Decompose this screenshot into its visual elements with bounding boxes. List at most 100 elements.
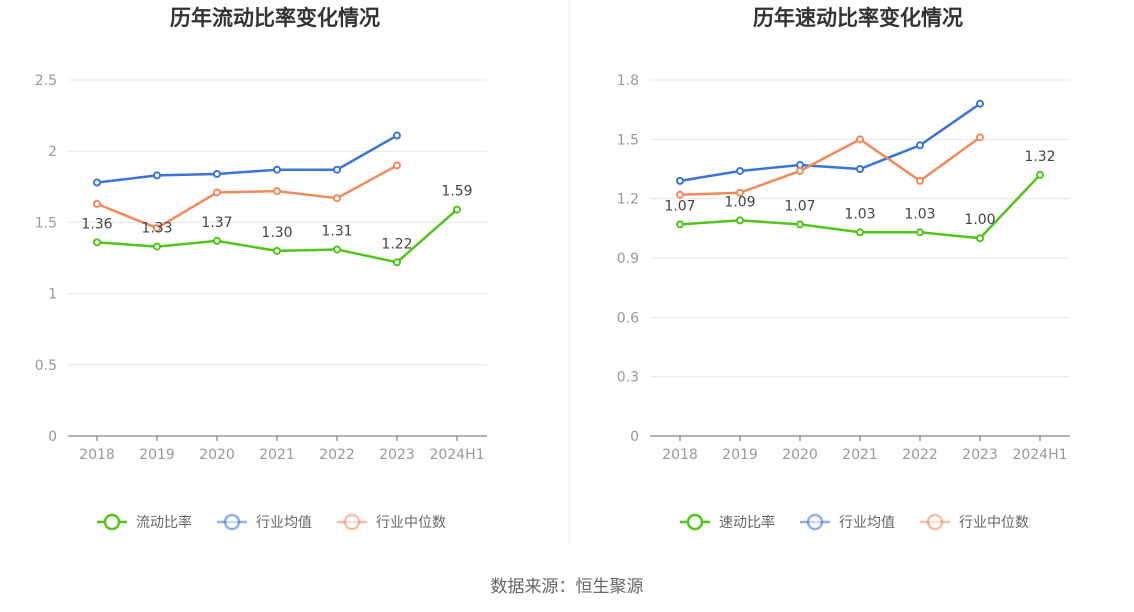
- data-point: [736, 188, 744, 197]
- x-tick-label: 2019: [139, 447, 175, 463]
- data-point: [93, 238, 101, 247]
- x-tick-label: 2023: [962, 447, 998, 463]
- legend-label: 速动比率: [719, 514, 775, 531]
- series-line: [679, 136, 981, 196]
- data-point: [676, 220, 684, 229]
- data-label: 1.31: [321, 223, 352, 239]
- data-point: [976, 99, 984, 108]
- data-point: [213, 188, 221, 197]
- data-point: [153, 171, 161, 180]
- data-point: [796, 166, 804, 175]
- series-line: [96, 134, 398, 184]
- series-line: [679, 102, 981, 183]
- data-label: 1.00: [964, 212, 995, 228]
- y-tick-label: 0: [48, 429, 57, 445]
- data-point: [333, 165, 341, 174]
- y-tick-label: 1.8: [617, 73, 639, 89]
- data-point: [393, 161, 401, 170]
- data-point: [333, 194, 341, 203]
- y-tick-label: 0: [630, 429, 639, 445]
- data-point: [976, 133, 984, 142]
- x-tick-label: 2019: [722, 447, 758, 463]
- y-tick-label: 1.5: [617, 132, 639, 148]
- data-point: [676, 176, 684, 185]
- data-label: 1.32: [1024, 149, 1055, 165]
- y-tick-label: 2.5: [35, 73, 57, 89]
- legend-swatch-marker: [103, 513, 121, 531]
- x-tick-label: 2022: [319, 447, 355, 463]
- data-point: [213, 236, 221, 245]
- data-point: [856, 165, 864, 173]
- data-label: 1.09: [724, 194, 755, 210]
- x-tick-label: 2018: [662, 447, 698, 463]
- data-point: [393, 131, 401, 140]
- data-point: [976, 234, 984, 243]
- data-point: [273, 187, 281, 196]
- data-point: [213, 169, 221, 178]
- data-label: 1.07: [664, 198, 695, 214]
- x-tick-label: 2022: [902, 447, 938, 463]
- data-label: 1.03: [844, 206, 875, 222]
- legend-label: 行业中位数: [959, 515, 1029, 531]
- y-tick-label: 1.2: [617, 192, 639, 208]
- y-tick-label: 1.5: [35, 215, 57, 231]
- data-point: [453, 205, 461, 214]
- legend-swatch-marker: [343, 513, 361, 531]
- data-point: [856, 228, 864, 237]
- x-tick-label: 2021: [842, 447, 878, 463]
- data-point: [736, 166, 744, 175]
- y-tick-label: 2: [48, 144, 57, 160]
- legend-swatch-marker: [806, 513, 824, 531]
- x-tick-label: 2021: [259, 447, 295, 463]
- x-tick-label: 2020: [199, 447, 235, 463]
- data-label: 1.59: [441, 184, 472, 200]
- legend-swatch-marker: [223, 513, 241, 531]
- data-point: [393, 258, 401, 267]
- legend-label: 行业均值: [256, 515, 312, 531]
- x-tick-label: 2024H1: [1012, 447, 1067, 463]
- data-point: [273, 246, 281, 255]
- x-tick-label: 2024H1: [429, 447, 484, 463]
- chart-quick-ratio: 历年速动比率变化情况 0 0.3 0.6 0.9 1.2 1.5 1.8 2018 2019 202…: [617, 6, 1070, 531]
- y-tick-label: 0.3: [617, 370, 639, 386]
- data-point: [153, 224, 161, 233]
- y-tick-label: 0.6: [617, 310, 639, 326]
- source-note: 数据来源：恒生聚源: [490, 577, 644, 597]
- data-point: [333, 245, 341, 254]
- legend-swatch-marker: [926, 513, 944, 531]
- data-label: 1.33: [141, 221, 172, 237]
- data-point: [916, 228, 924, 237]
- data-point: [93, 199, 101, 208]
- y-tick-label: 1: [48, 287, 57, 303]
- data-point: [273, 165, 281, 174]
- chart-current-ratio: 历年流动比率变化情况 0 0.5 1 1.5 2 2.5 2018 2019 2020 2021 20…: [35, 6, 487, 531]
- data-point: [736, 216, 744, 225]
- y-tick-label: 0.9: [617, 251, 639, 267]
- legend-label: 流动比率: [136, 514, 192, 531]
- x-tick-label: 2020: [782, 447, 818, 463]
- data-label: 1.22: [381, 236, 412, 252]
- data-point: [676, 190, 684, 199]
- data-label: 1.37: [201, 215, 232, 231]
- x-tick-label: 2023: [379, 447, 415, 463]
- chart-title: 历年流动比率变化情况: [170, 6, 380, 30]
- data-point: [916, 141, 924, 150]
- data-label: 1.36: [81, 216, 112, 232]
- data-point: [796, 220, 804, 229]
- x-tick-label: 2018: [79, 447, 115, 463]
- y-tick-label: 0.5: [35, 358, 57, 374]
- legend-swatch-marker: [686, 513, 704, 531]
- data-label: 1.30: [261, 225, 292, 241]
- data-point: [93, 178, 101, 187]
- series-line: [96, 164, 398, 230]
- data-label: 1.07: [784, 198, 815, 214]
- chart-title: 历年速动比率变化情况: [753, 6, 963, 30]
- legend-label: 行业中位数: [376, 515, 446, 531]
- legend-label: 行业均值: [839, 515, 895, 531]
- data-label: 1.03: [904, 206, 935, 222]
- data-point: [916, 176, 924, 185]
- data-point: [1036, 170, 1044, 179]
- data-point: [153, 242, 161, 251]
- data-point: [856, 135, 864, 144]
